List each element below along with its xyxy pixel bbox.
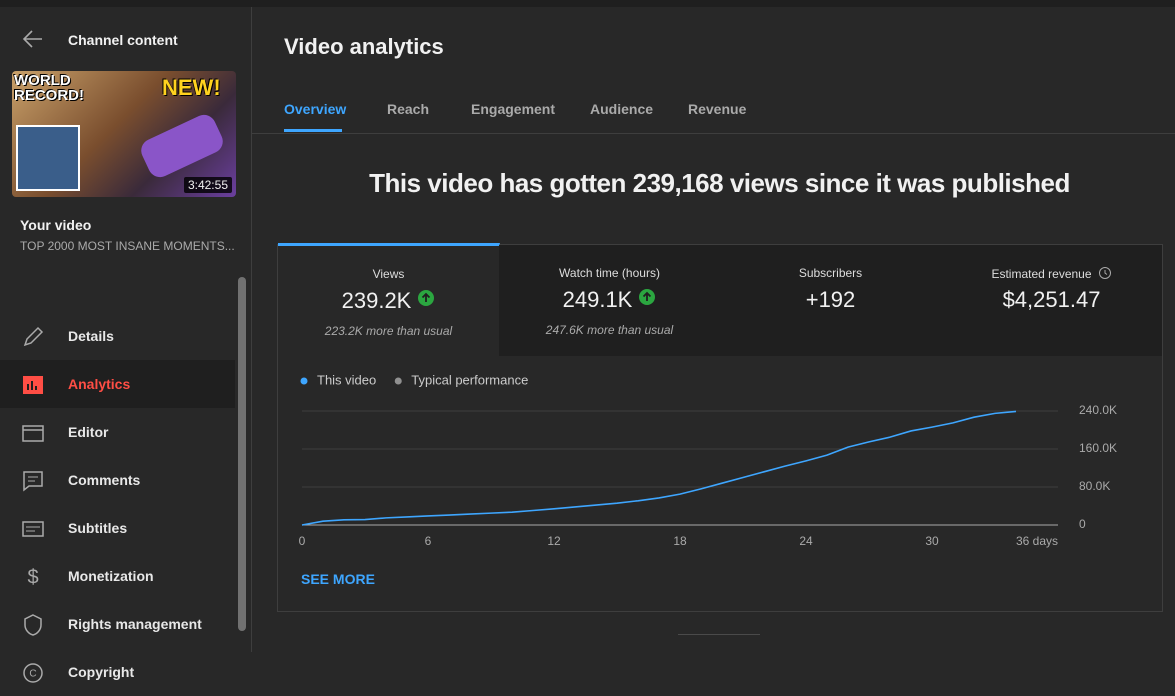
tab[interactable]: Engagement (471, 101, 556, 117)
chart: 0 80.0K 160.0K 240.0K 0 6 12 18 24 30 36 days This … (299, 372, 1117, 548)
y-tick-label: 80.0K (1079, 479, 1110, 493)
x-tick-label: 18 (673, 534, 687, 548)
metric-value: 239.2K (278, 288, 499, 314)
nav-item[interactable]: Details (0, 312, 235, 360)
page-title: Video analytics (284, 34, 444, 59)
tab[interactable]: Overview (284, 101, 347, 117)
y-tick-label: 240.0K (1079, 403, 1117, 417)
metric-card[interactable]: Watch time (hours) 249.1K 247.6K more than… (499, 245, 721, 356)
metric-label-text: Estimated revenue (991, 267, 1092, 281)
nav-icon (23, 471, 43, 492)
tab-underline (284, 129, 342, 132)
nav-label: Editor (68, 424, 109, 440)
legend-marker (394, 377, 402, 385)
metric-card[interactable]: Estimated revenue $4,251.47 (941, 245, 1163, 356)
x-tick-label: 24 (799, 534, 813, 548)
nav-item[interactable]: Analytics (0, 360, 235, 408)
x-tick-label: 0 (299, 534, 306, 548)
info-icon (1098, 267, 1111, 279)
x-tick-label: 30 (925, 534, 939, 548)
thumbnail-sticker: NEW! (162, 75, 221, 100)
nav-icon: $ (27, 566, 38, 588)
nav-item[interactable]: Editor (0, 408, 235, 456)
back-label: Channel content (68, 32, 178, 48)
tab[interactable]: Audience (590, 101, 654, 117)
top-strip (0, 0, 1175, 7)
video-duration: 3:42:55 (183, 177, 232, 193)
metric-label-text: Views (372, 267, 405, 281)
badge-line: WORLD (14, 72, 71, 89)
metric-value-text: +192 (805, 287, 856, 312)
nav-item[interactable]: Rights management (0, 600, 235, 648)
legend-label: Typical performance (411, 372, 528, 387)
metric-value-text: 249.1K (562, 287, 633, 312)
nav-item[interactable]: $ Monetization (0, 552, 235, 600)
nav-icon (24, 614, 42, 636)
metric-card[interactable]: Subscribers +192 (720, 245, 942, 356)
metric-value-text: $4,251.47 (1002, 287, 1101, 312)
svg-text:C: C (29, 669, 36, 680)
metric-label-text: Watch time (hours) (559, 266, 660, 280)
thumbnail-weapon (137, 110, 227, 182)
video-thumbnail[interactable]: WORLD RECORD! NEW! 3:42:55 (12, 71, 236, 197)
metric-note: 247.6K more than usual (545, 323, 674, 337)
nav-label: Analytics (68, 376, 131, 392)
nav-item[interactable]: Subtitles (0, 504, 235, 552)
tab[interactable]: Revenue (688, 101, 747, 117)
video-title: TOP 2000 MOST INSANE MOMENTS... (20, 239, 235, 253)
trend-up-icon (639, 289, 656, 305)
nav-icon: C (23, 663, 43, 683)
headline: This video has gotten 239,168 views sinc… (369, 168, 1070, 198)
metric-value: 249.1K (499, 287, 720, 313)
scrollbar[interactable] (238, 277, 246, 631)
thumbnail-badge: WORLD RECORD! (14, 73, 84, 103)
nav-icon (22, 425, 44, 442)
nav-icon (22, 521, 44, 537)
nav-item[interactable]: Comments (0, 456, 235, 504)
bottom-divider (678, 634, 760, 635)
metric-label: Estimated revenue (941, 266, 1162, 281)
trend-up-icon (418, 290, 435, 306)
your-video-label: Your video (20, 217, 92, 233)
metric-label: Subscribers (720, 266, 941, 280)
svg-text:$: $ (27, 566, 38, 588)
nav-icon (23, 326, 44, 347)
nav-label: Subtitles (68, 520, 128, 536)
metric-label: Watch time (hours) (499, 266, 720, 280)
x-tick-label: 36 days (1016, 534, 1058, 548)
metric-note: 223.2K more than usual (324, 324, 453, 338)
nav-label: Details (68, 328, 114, 344)
metric-card[interactable]: Views 239.2K 223.2K more than usual (278, 243, 500, 356)
back-button[interactable] (22, 29, 44, 49)
nav-label: Copyright (68, 664, 135, 680)
badge-line: RECORD! (14, 87, 84, 104)
metric-value-text: 239.2K (341, 288, 412, 313)
y-tick-label: 0 (1079, 517, 1086, 531)
legend-marker (300, 377, 308, 385)
x-tick-label: 12 (547, 534, 561, 548)
x-tick-label: 6 (425, 534, 432, 548)
nav-icon (23, 376, 43, 394)
tabs-divider (252, 133, 1175, 134)
metric-label: Views (278, 267, 499, 281)
thumbnail-face (16, 125, 80, 191)
nav-label: Rights management (68, 616, 202, 632)
metric-value: +192 (720, 287, 941, 313)
nav-label: Monetization (68, 568, 154, 584)
y-tick-label: 160.0K (1079, 441, 1117, 455)
series-line (301, 410, 1017, 526)
see-more-link[interactable]: SEE MORE (301, 571, 375, 587)
nav-label: Comments (68, 472, 141, 488)
nav-item[interactable]: C Copyright (0, 648, 235, 696)
tab[interactable]: Reach (387, 101, 430, 117)
sidebar: Channel content WORLD RECORD! NEW! 3:42:5… (0, 7, 252, 683)
metric-value: $4,251.47 (941, 287, 1162, 313)
legend-label: This video (317, 372, 376, 387)
metric-label-text: Subscribers (798, 266, 863, 280)
